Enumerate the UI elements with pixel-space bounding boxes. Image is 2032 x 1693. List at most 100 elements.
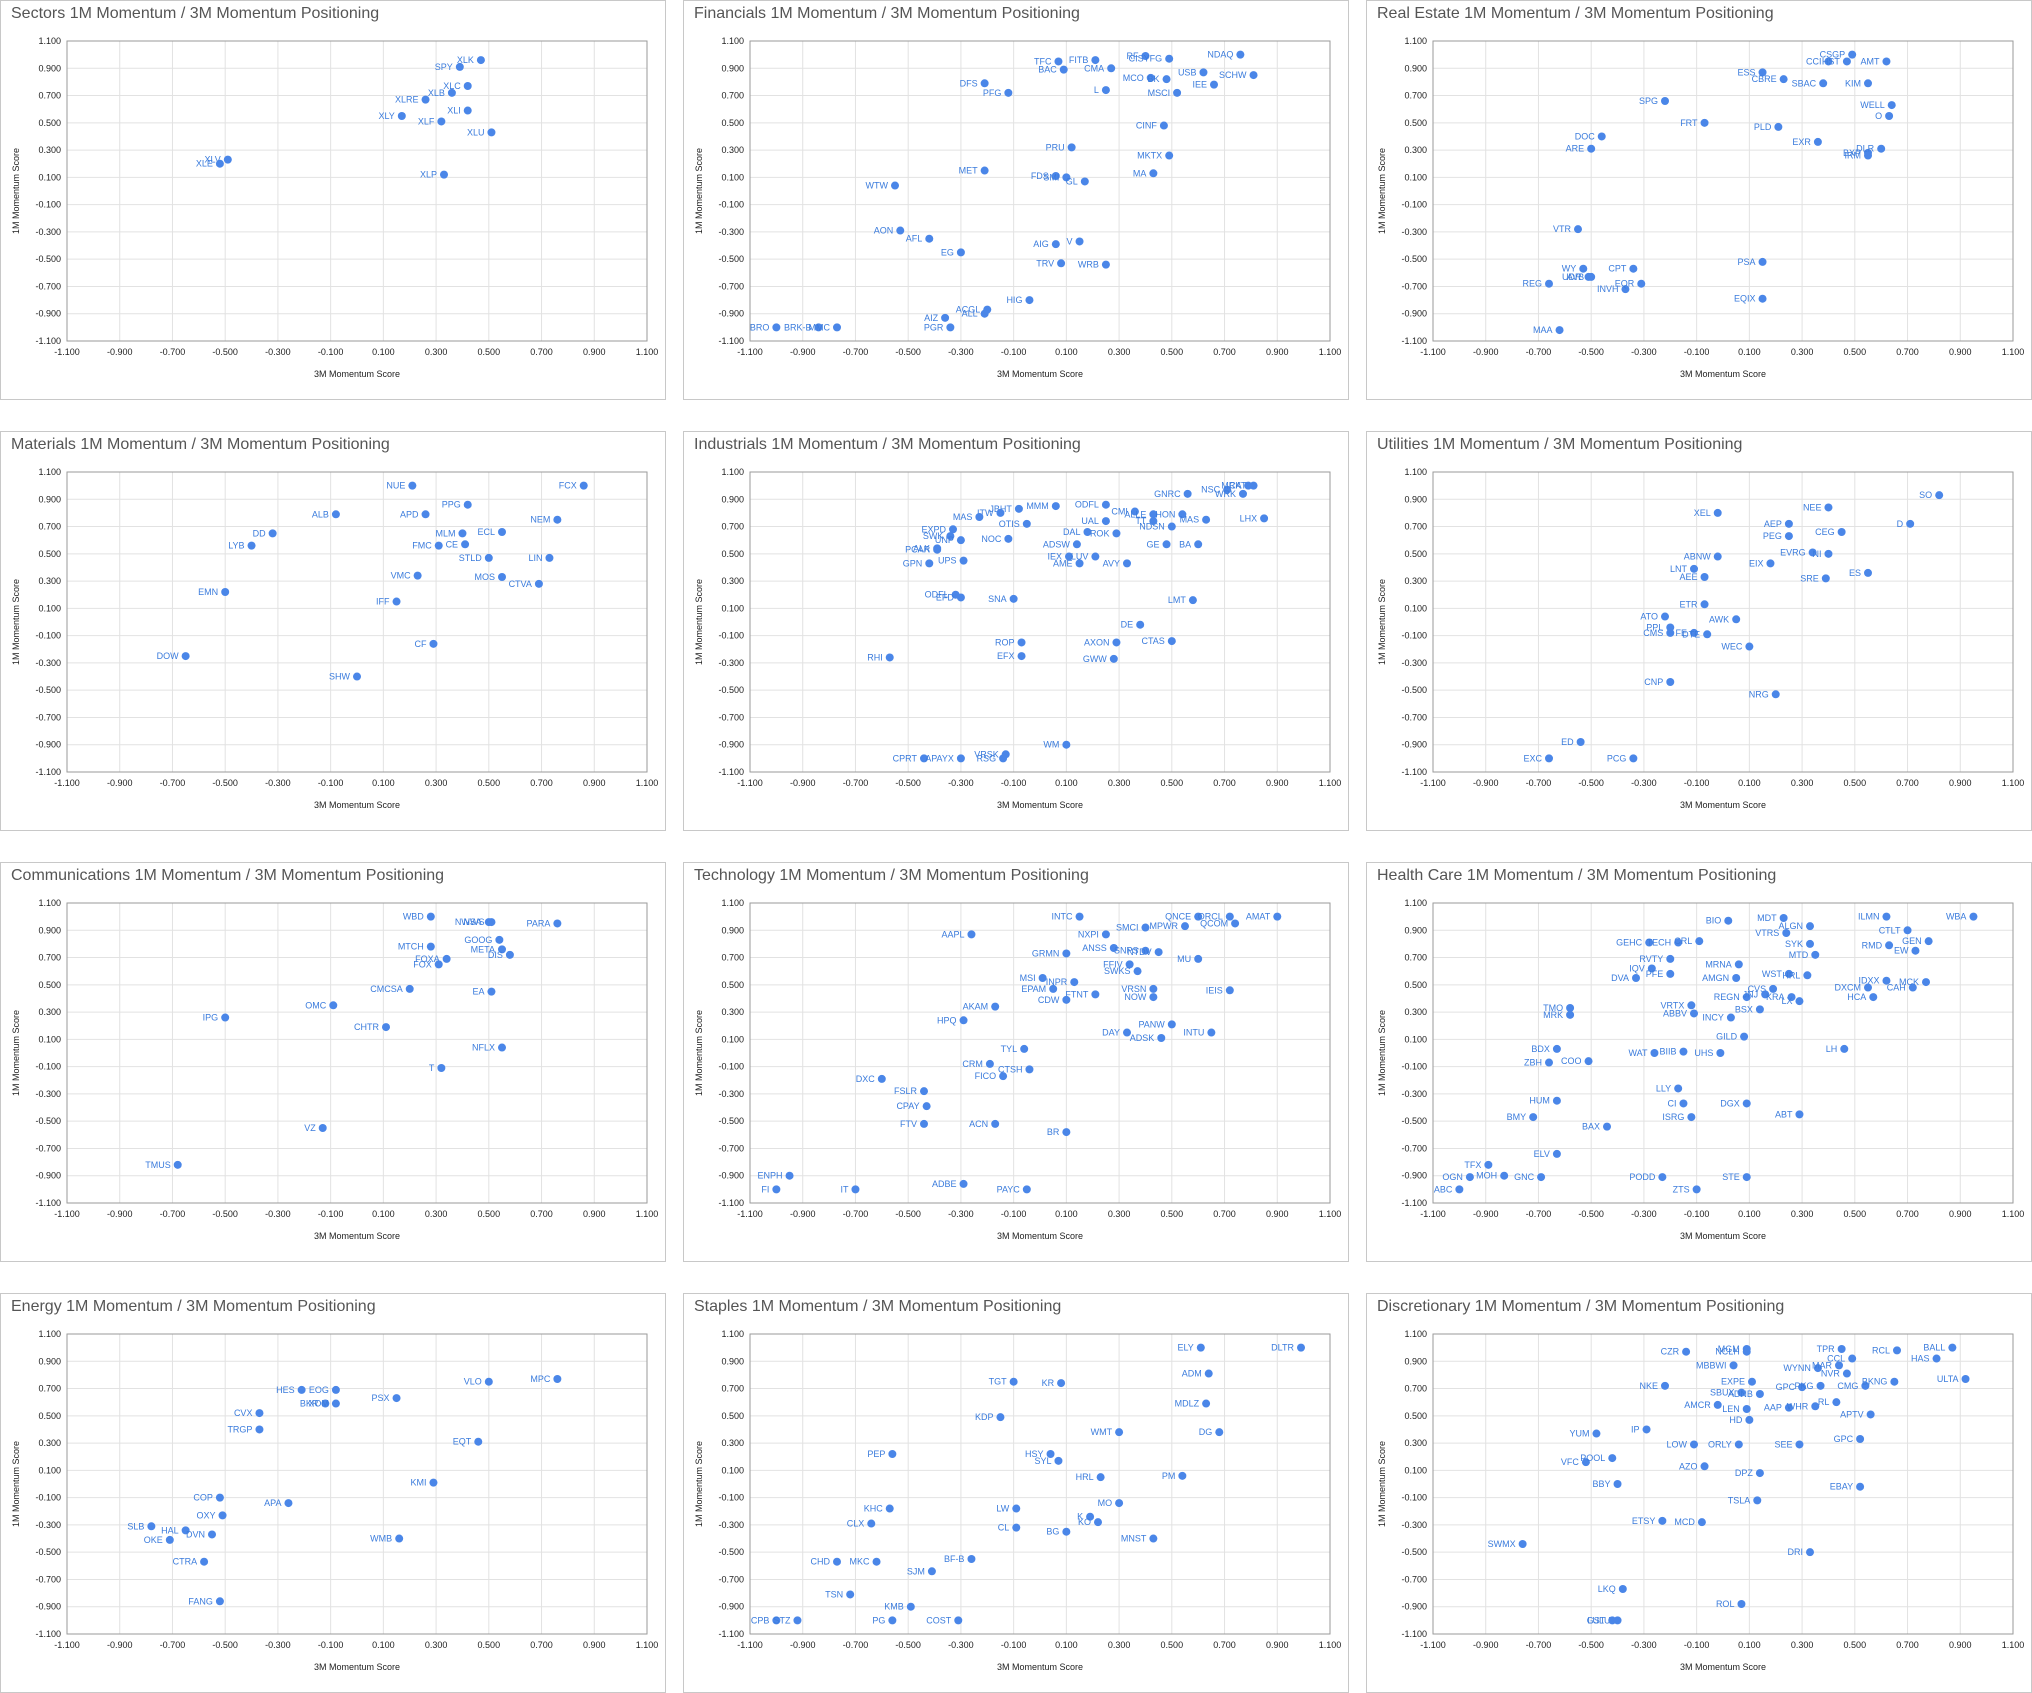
y-tick-label: 0.900 — [38, 494, 61, 504]
point-label: APD — [400, 509, 419, 519]
x-tick-label: -0.100 — [1001, 1209, 1027, 1219]
point-label: GEHC — [1616, 938, 1643, 948]
x-tick-label: 0.900 — [1266, 1209, 1289, 1219]
data-point — [1924, 937, 1933, 946]
data-point — [429, 639, 438, 648]
y-tick-label: 1.100 — [38, 36, 61, 46]
y-tick-label: -0.300 — [718, 227, 744, 237]
point-label: MMM — [1026, 501, 1049, 511]
data-point — [1755, 1469, 1764, 1478]
data-point — [1162, 540, 1171, 549]
data-point — [392, 1394, 401, 1403]
data-point — [1075, 237, 1084, 246]
point-label: AAP — [1764, 1403, 1782, 1413]
point-label: TMUS — [145, 1160, 171, 1170]
y-tick-label: -0.100 — [1401, 200, 1427, 210]
y-tick-label: -0.700 — [718, 1574, 744, 1584]
data-point — [1178, 1471, 1187, 1480]
point-label: IEX — [1047, 552, 1062, 562]
chart-panel: Sectors 1M Momentum / 3M Momentum Positi… — [0, 0, 666, 400]
point-label: FITB — [1069, 55, 1089, 65]
point-label: XLP — [420, 170, 437, 180]
data-point — [1552, 1096, 1561, 1105]
point-label: PAYC — [997, 1184, 1021, 1194]
data-point — [1700, 600, 1709, 609]
x-tick-label: 0.900 — [1949, 1640, 1972, 1650]
point-label: DGX — [1720, 1098, 1740, 1108]
y-tick-label: -1.100 — [718, 336, 744, 346]
data-point — [1545, 754, 1553, 763]
point-label: MSI — [1020, 973, 1036, 983]
point-label: HAS — [1911, 1354, 1930, 1364]
point-label: CPRT — [893, 753, 918, 763]
y-tick-label: -1.100 — [718, 1198, 744, 1208]
data-point — [247, 541, 256, 550]
point-label: MGM — [1718, 1344, 1740, 1354]
data-point — [888, 1616, 897, 1625]
data-point — [1808, 548, 1817, 557]
x-tick-label: -0.700 — [160, 778, 186, 788]
x-tick-label: -0.900 — [790, 1640, 816, 1650]
data-point — [1455, 1185, 1464, 1194]
data-point — [1149, 993, 1158, 1002]
point-label: CEG — [1815, 527, 1835, 537]
point-label: APA — [264, 1498, 281, 1508]
y-tick-label: 0.100 — [38, 172, 61, 182]
data-point — [1130, 507, 1139, 516]
point-label: SLB — [127, 1521, 144, 1531]
point-label: CDW — [1038, 995, 1060, 1005]
point-label: MTD — [1789, 950, 1809, 960]
point-label: LLY — [1656, 1083, 1671, 1093]
data-point — [1101, 930, 1110, 939]
point-label: PFG — [983, 88, 1002, 98]
point-label: NDAQ — [1207, 50, 1233, 60]
y-tick-label: -1.100 — [35, 336, 61, 346]
data-point — [1210, 80, 1218, 89]
data-point — [1051, 502, 1060, 511]
y-tick-label: 0.500 — [721, 980, 744, 990]
point-label: ODFL — [925, 590, 949, 600]
data-point — [1136, 620, 1145, 629]
point-label: XLF — [418, 116, 435, 126]
point-label: WHR — [1787, 1401, 1809, 1411]
chart-panel: Discretionary 1M Momentum / 3M Momentum … — [1366, 1293, 2032, 1693]
data-point — [331, 1385, 340, 1394]
point-label: GOOG — [464, 935, 492, 945]
x-tick-label: 0.100 — [1738, 347, 1761, 357]
data-point — [221, 1013, 230, 1022]
x-tick-label: -0.700 — [1526, 1209, 1552, 1219]
data-point — [463, 500, 472, 509]
point-label: DLTR — [1271, 1343, 1294, 1353]
data-point — [1231, 919, 1240, 928]
data-point — [498, 1043, 506, 1052]
x-tick-label: -0.100 — [318, 1640, 344, 1650]
data-point — [1742, 993, 1751, 1002]
point-label: ADNB — [1728, 1389, 1753, 1399]
data-point — [1742, 1173, 1751, 1182]
data-point — [397, 112, 406, 120]
point-label: KHC — [864, 1504, 884, 1514]
data-point — [1608, 1454, 1617, 1463]
x-tick-label: -1.100 — [54, 1640, 80, 1650]
data-point — [1091, 56, 1100, 65]
point-label: T — [429, 1063, 435, 1073]
point-label: DPZ — [1735, 1468, 1754, 1478]
data-point — [1574, 225, 1582, 234]
point-label: NSC — [1201, 485, 1221, 495]
y-tick-label: -1.100 — [718, 1629, 744, 1639]
data-point — [1885, 112, 1894, 120]
data-point — [1107, 64, 1116, 73]
point-label: ALGN — [1778, 921, 1803, 931]
data-point — [1613, 1480, 1622, 1488]
x-tick-label: 0.300 — [1791, 778, 1814, 788]
data-point — [1713, 552, 1722, 561]
point-label: NWS — [463, 917, 484, 927]
data-point — [1890, 1377, 1899, 1386]
data-point — [1761, 990, 1770, 999]
point-label: EQIX — [1734, 294, 1756, 304]
y-tick-label: -0.500 — [35, 1116, 61, 1126]
point-label: FDS — [1031, 171, 1049, 181]
point-label: ELY — [1177, 1343, 1193, 1353]
x-tick-label: 0.100 — [1055, 778, 1078, 788]
y-tick-label: 0.500 — [721, 118, 744, 128]
